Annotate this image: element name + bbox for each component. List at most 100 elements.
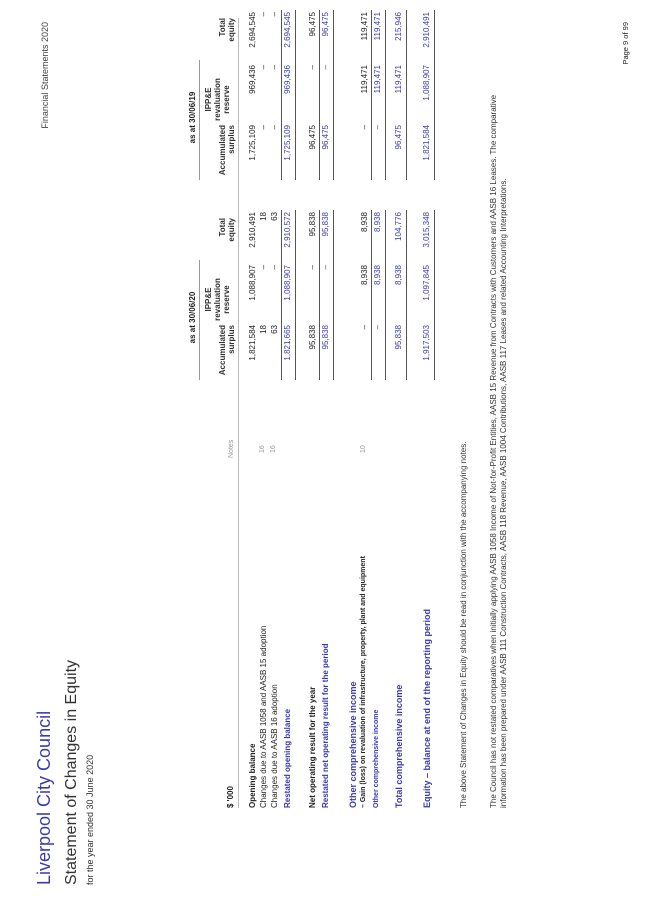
- cell-2020-acc: 63: [270, 325, 279, 334]
- group-2019: as at 30/06/19: [188, 91, 197, 144]
- cell-2019-tot: 2,910,491: [422, 12, 431, 48]
- cell-2019-rev: 969,436: [283, 65, 292, 94]
- cell-2020-rev: 8,938: [373, 265, 382, 286]
- cell-2019-tot: 2,694,545: [248, 12, 257, 48]
- total-rule-2020: [406, 210, 407, 380]
- cell-2019-acc: –: [373, 125, 382, 130]
- total-rule-2019: [406, 10, 407, 180]
- cell-2019-tot: 2,694,545: [283, 12, 292, 48]
- row-note: 16: [270, 445, 277, 453]
- footnote-comparatives-1: The Council has not restated comparative…: [489, 94, 498, 808]
- col-revaluation-2019-c: reserve: [222, 85, 231, 114]
- cell-2019-tot: 119,471: [373, 12, 382, 41]
- header-rule: [238, 18, 239, 808]
- cell-2019-tot: –: [270, 12, 279, 17]
- cell-2019-acc: 1,725,109: [248, 125, 257, 161]
- cell-2020-acc: 1,821,665: [283, 325, 292, 361]
- row-label-restated-opening: Restated opening balance: [283, 708, 292, 808]
- col-total-2019: Total equity: [218, 18, 236, 72]
- cell-2020-tot: 8,938: [373, 212, 382, 233]
- subtotal-rule-2020: [371, 210, 372, 380]
- row-label-revaluation-gain: – Gain (loss) on revaluation of infrastr…: [360, 556, 367, 808]
- col-total-2020-a: Total: [218, 218, 227, 237]
- cell-2020-tot: 18: [259, 212, 268, 221]
- row-label-total-ci: Total comprehensive income: [394, 684, 404, 808]
- col-accumulated-2019-a: Accumulated: [218, 125, 227, 176]
- group-2020: as at 30/06/20: [188, 291, 197, 344]
- cell-2019-rev: 119,471: [394, 65, 403, 94]
- cell-2019-tot: 96,475: [321, 12, 330, 37]
- cell-2020-acc: 18: [259, 325, 268, 334]
- cell-2019-acc: 1,725,109: [283, 125, 292, 161]
- group-2019-rule: [199, 60, 200, 180]
- cell-2020-acc: 95,838: [321, 325, 330, 350]
- col-revaluation-2019-a: IPP&E: [204, 87, 213, 112]
- cell-2020-acc: 1,917,503: [422, 325, 431, 361]
- cell-2019-tot: 96,475: [308, 12, 317, 37]
- council-name: Liverpool City Council: [34, 710, 54, 885]
- cell-2019-rev: 969,436: [248, 65, 257, 94]
- cell-2019-acc: –: [259, 125, 268, 130]
- col-revaluation-2020-a: IPP&E: [204, 287, 213, 312]
- cell-2019-tot: 215,946: [394, 12, 403, 41]
- cell-2019-rev: –: [259, 65, 268, 70]
- document-label: Financial Statements 2020: [40, 22, 50, 129]
- cell-2020-rev: 8,938: [360, 265, 369, 286]
- unit-label: $ '000: [226, 786, 235, 808]
- cell-2019-acc: 96,475: [321, 125, 330, 150]
- row-label-restated-net: Restated net operating result for the pe…: [321, 643, 330, 808]
- cell-2020-rev: –: [259, 265, 268, 270]
- subtotal-rule-2020: [281, 210, 282, 380]
- cell-2020-rev: 1,088,907: [248, 265, 257, 301]
- col-accumulated-2020-a: Accumulated: [218, 325, 227, 376]
- cell-2019-acc: 1,821,584: [422, 125, 431, 161]
- cell-2020-tot: 95,838: [321, 212, 330, 237]
- col-revaluation-2020: IPP&E revaluation reserve: [204, 272, 231, 327]
- row-note: 16: [259, 445, 266, 453]
- col-revaluation-2020-c: reserve: [222, 285, 231, 314]
- cell-2020-rev: –: [308, 265, 317, 270]
- total-rule-2020: [385, 210, 386, 380]
- col-accumulated-2020-b: surplus: [227, 325, 236, 354]
- cell-2020-tot: 3,015,348: [422, 212, 431, 248]
- col-revaluation-2019-b: revaluation: [213, 78, 222, 121]
- col-total-2020: Total equity: [218, 218, 236, 272]
- final-rule-2019: [434, 10, 435, 180]
- row-label-aasb16: Changes due to AASB 16 adoption: [270, 684, 279, 808]
- cell-2020-acc: –: [360, 325, 369, 330]
- cell-2020-acc: 95,838: [308, 325, 317, 350]
- cell-2020-rev: –: [321, 265, 330, 270]
- notes-header: Notes: [228, 439, 235, 458]
- cell-2020-acc: 1,821,584: [248, 325, 257, 361]
- statement-period: for the year ended 30 June 2020: [85, 754, 95, 885]
- statement-title: Statement of Changes in Equity: [63, 659, 80, 885]
- cell-2020-rev: 1,088,907: [283, 265, 292, 301]
- total-rule-2019: [385, 10, 386, 180]
- cell-2019-acc: 96,475: [394, 125, 403, 150]
- row-note: 10: [360, 445, 367, 453]
- col-revaluation-2019: IPP&E revaluation reserve: [204, 72, 231, 127]
- cell-2020-tot: 63: [270, 212, 279, 221]
- row-label-net-operating: Net operating result for the year: [308, 686, 317, 808]
- col-accumulated-2019: Accumulated surplus: [218, 125, 236, 185]
- final-rule-2020: [434, 210, 435, 380]
- cell-2019-acc: –: [360, 125, 369, 130]
- cell-2020-tot: 8,938: [360, 212, 369, 233]
- cell-2020-tot: 2,910,572: [283, 212, 292, 248]
- total-rule-2020: [333, 210, 334, 380]
- col-accumulated-2019-b: surplus: [227, 125, 236, 154]
- footnote-comparatives-2: information has been prepared under AASB…: [499, 178, 508, 808]
- cell-2019-acc: 96,475: [308, 125, 317, 150]
- row-label-aasb1058: Changes due to AASB 1058 and AASB 15 ado…: [259, 625, 268, 808]
- cell-2019-acc: –: [270, 125, 279, 130]
- cell-2020-tot: 104,776: [394, 212, 403, 241]
- group-2020-rule: [199, 260, 200, 380]
- cell-2020-acc: 95,838: [394, 325, 403, 350]
- cell-2019-rev: 1,088,907: [422, 65, 431, 101]
- cell-2019-tot: –: [259, 12, 268, 17]
- subtotal-rule-2019: [281, 10, 282, 180]
- subtotal-rule-2019: [319, 10, 320, 180]
- cell-2019-rev: –: [321, 65, 330, 70]
- row-label-equity-end: Equity – balance at end of the reporting…: [422, 608, 432, 808]
